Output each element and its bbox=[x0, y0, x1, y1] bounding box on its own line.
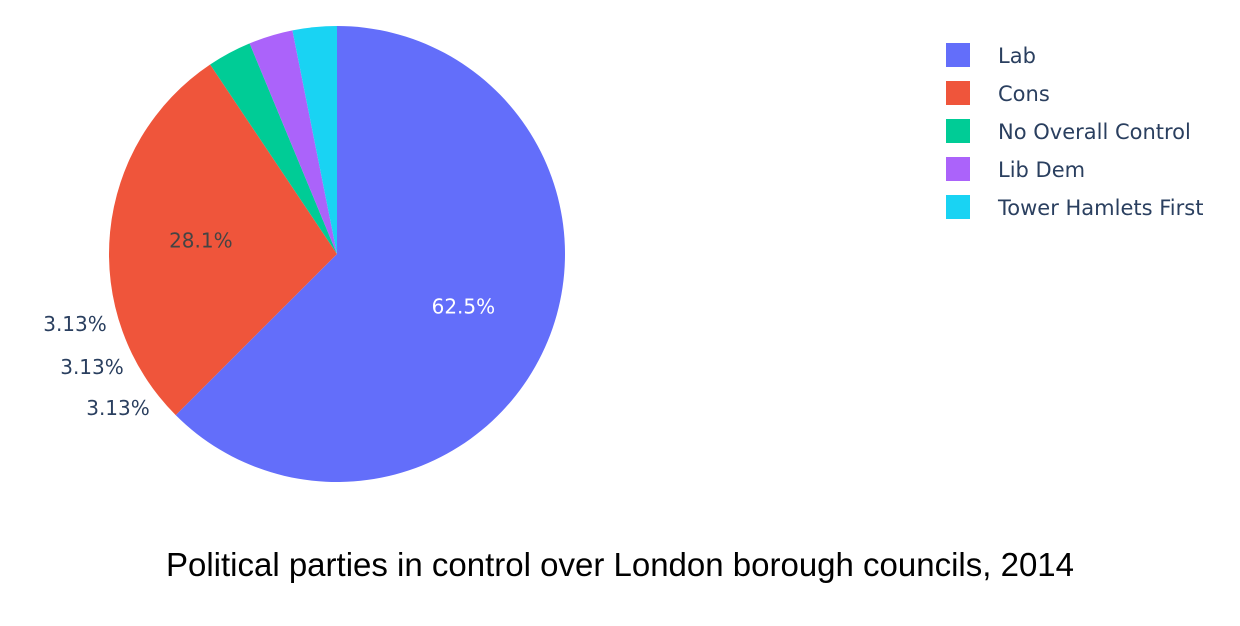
pie-label-lib-dem: 3.13% bbox=[60, 355, 124, 379]
legend-label-no-overall-control: No Overall Control bbox=[998, 120, 1191, 144]
legend-item-lab[interactable]: Lab bbox=[946, 43, 1036, 68]
legend-swatch-tower-hamlets-first bbox=[946, 195, 970, 219]
chart-title: Political parties in control over London… bbox=[165, 546, 1075, 583]
pie-label-lab: 62.5% bbox=[432, 294, 496, 318]
pie-slice-tower-hamlets-first[interactable] bbox=[292, 26, 337, 254]
legend-label-tower-hamlets-first: Tower Hamlets First bbox=[997, 196, 1203, 220]
pie-label-tower-hamlets-first: 3.13% bbox=[86, 396, 150, 420]
pie-label-no-overall-control: 3.13% bbox=[43, 312, 107, 336]
legend-label-cons: Cons bbox=[998, 82, 1050, 106]
legend-swatch-no-overall-control bbox=[946, 119, 970, 143]
legend-item-lib-dem[interactable]: Lib Dem bbox=[946, 157, 1085, 182]
legend-swatch-lab bbox=[946, 43, 970, 67]
legend-label-lab: Lab bbox=[998, 44, 1036, 68]
legend-swatch-cons bbox=[946, 81, 970, 105]
legend-label-lib-dem: Lib Dem bbox=[998, 158, 1085, 182]
pie-slices bbox=[109, 26, 566, 482]
pie-slice-no-overall-control[interactable] bbox=[210, 43, 337, 254]
legend-item-cons[interactable]: Cons bbox=[946, 81, 1050, 106]
legend-item-no-overall-control[interactable]: No Overall Control bbox=[946, 119, 1191, 144]
pie-labels: 62.5% 28.1% 3.13% 3.13% 3.13% bbox=[43, 229, 495, 420]
legend[interactable]: Lab Cons No Overall Control Lib Dem Tower Ha… bbox=[946, 43, 1203, 220]
pie-slice-lab[interactable] bbox=[175, 26, 566, 482]
pie-label-cons: 28.1% bbox=[169, 229, 233, 253]
pie-slice-cons[interactable] bbox=[109, 64, 337, 416]
legend-swatch-lib-dem bbox=[946, 157, 970, 181]
pie-slice-lib-dem[interactable] bbox=[249, 30, 337, 255]
legend-item-tower-hamlets-first[interactable]: Tower Hamlets First bbox=[946, 195, 1203, 220]
